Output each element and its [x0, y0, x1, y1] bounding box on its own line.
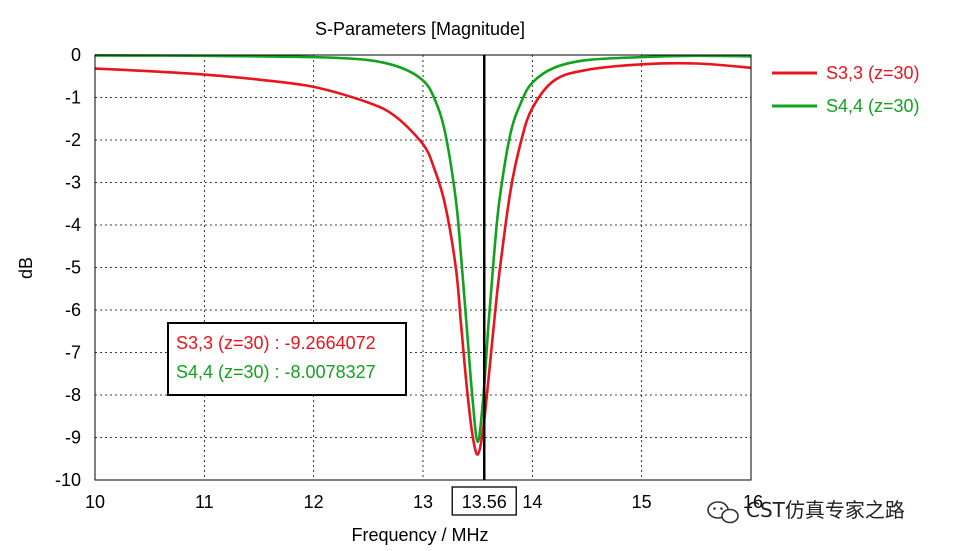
x-axis-label: Frequency / MHz: [351, 525, 488, 545]
wechat-icon: [707, 501, 739, 524]
x-tick-label: 14: [522, 492, 542, 512]
y-tick-label: -7: [65, 343, 81, 363]
x-axis-ticks: 10 11 12 13 14 15 16: [85, 492, 763, 512]
y-tick-label: -4: [65, 215, 81, 235]
marker-readout-s33: S3,3 (z=30) : -9.2664072: [176, 333, 376, 353]
series-line-s44: [94, 54, 752, 444]
y-tick-label: -2: [65, 130, 81, 150]
plot-frame: [94, 54, 752, 481]
watermark: CST仿真专家之路: [707, 498, 905, 524]
x-tick-label: 10: [85, 492, 105, 512]
legend-label: S3,3 (z=30): [826, 63, 920, 83]
x-tick-label: 12: [304, 492, 324, 512]
x-tick-label: 16: [743, 492, 763, 512]
legend: S3,3 (z=30) S4,4 (z=30): [772, 63, 920, 116]
y-tick-label: -3: [65, 173, 81, 193]
y-tick-label: -5: [65, 258, 81, 278]
x-tick-label: 13: [413, 492, 433, 512]
y-tick-label: -10: [55, 470, 81, 490]
marker-x-label: 13.56: [462, 492, 507, 512]
grid-lines: [95, 55, 751, 480]
y-tick-label: -6: [65, 300, 81, 320]
y-tick-label: -8: [65, 385, 81, 405]
y-axis-label: dB: [16, 257, 36, 279]
series-line-s33: [94, 61, 752, 456]
y-tick-label: -9: [65, 428, 81, 448]
y-axis-ticks: 0 -1 -2 -3 -4 -5 -6 -7 -8 -9 -10: [55, 45, 81, 490]
y-tick-label: 0: [71, 45, 81, 65]
marker-readout-box: [167, 322, 407, 396]
chart-title: S-Parameters [Magnitude]: [315, 19, 525, 39]
legend-label: S4,4 (z=30): [826, 96, 920, 116]
marker-layer[interactable]: 13.56 S3,3 (z=30) : -9.2664072 S4,4 (z=30)…: [167, 55, 517, 516]
watermark-text: CST仿真专家之路: [746, 498, 905, 522]
series-layer: [94, 54, 752, 456]
x-tick-label: 11: [195, 492, 214, 512]
marker-readout-s44: S4,4 (z=30) : -8.0078327: [176, 362, 376, 382]
marker-x-label-box: [451, 486, 517, 516]
x-tick-label: 15: [632, 492, 652, 512]
y-tick-label: -1: [65, 88, 81, 108]
